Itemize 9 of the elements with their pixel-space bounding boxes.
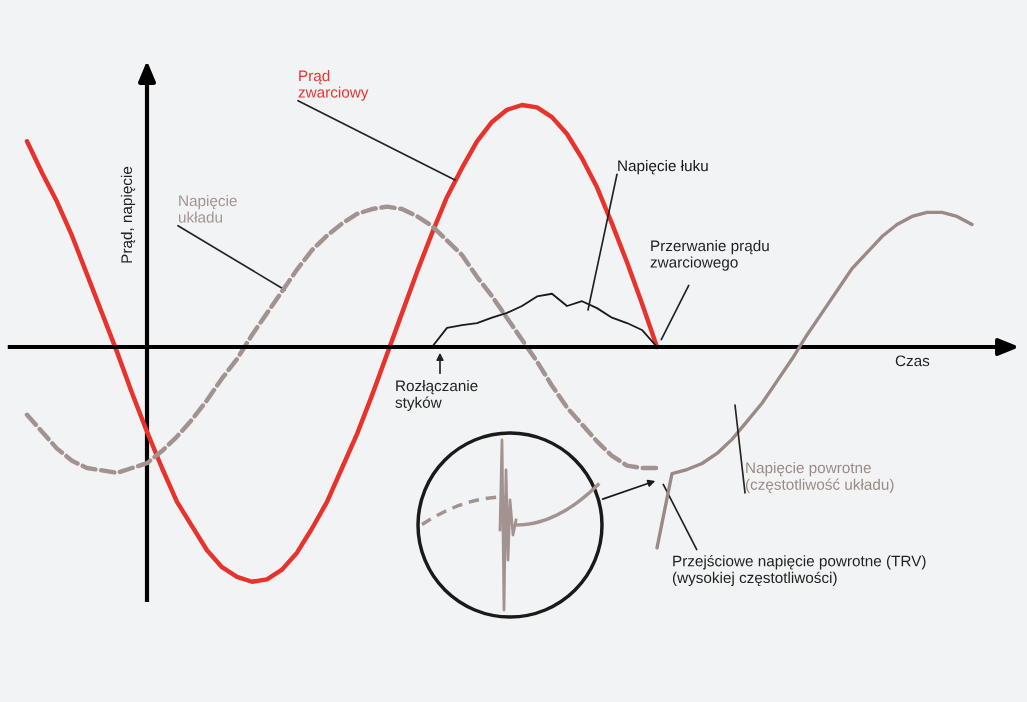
annotation: Rozłączanie styków <box>395 380 478 411</box>
series-label: Napięcie powrotne (częstotliwość układu) <box>745 462 894 493</box>
text: Napięcie łuku <box>618 160 708 175</box>
x-axis-title: Czas <box>895 355 930 367</box>
text: Napięcie układu <box>178 195 237 223</box>
y-axis-title: Prąd, napięcie <box>120 166 136 263</box>
text: Prąd zwarciowy <box>298 70 369 101</box>
annotation: Przerwanie prądu zwarciowego <box>650 240 769 271</box>
text: Przejściowe napięcie powrotne (TRV) (wysokiej częstotliwości) <box>672 555 926 587</box>
